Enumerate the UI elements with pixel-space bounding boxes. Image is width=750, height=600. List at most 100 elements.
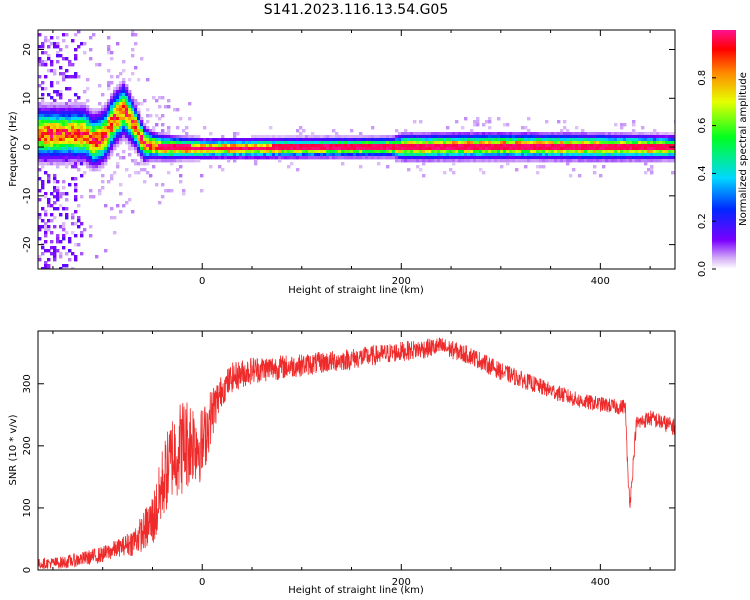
heatmap-cell <box>68 123 72 127</box>
heatmap-cell <box>53 123 57 127</box>
heatmap-cell <box>146 78 150 82</box>
heatmap-cell <box>560 159 564 163</box>
heatmap-cell <box>515 159 519 163</box>
heatmap-cell <box>452 147 456 151</box>
heatmap-cell <box>77 150 81 154</box>
heatmap-cell <box>308 141 312 145</box>
heatmap-cell <box>266 153 270 157</box>
heatmap-cell <box>398 132 402 136</box>
heatmap-cell <box>98 129 102 133</box>
heatmap-cell <box>164 141 168 145</box>
heatmap-cell <box>668 147 672 151</box>
heatmap-cell <box>104 144 108 148</box>
heatmap-cell <box>560 147 564 151</box>
heatmap-cell <box>626 159 630 163</box>
heatmap-cell <box>263 144 267 148</box>
heatmap-cell <box>386 141 390 145</box>
heatmap-cell <box>41 156 45 160</box>
heatmap-cell <box>41 117 45 121</box>
heatmap-cell <box>650 165 654 169</box>
heatmap-cell <box>47 204 51 208</box>
heatmap-cell <box>44 267 48 269</box>
heatmap-cell <box>332 156 336 160</box>
heatmap-cell <box>56 54 60 58</box>
heatmap-cell <box>359 156 363 160</box>
heatmap-cell <box>38 150 42 154</box>
heatmap-cell <box>398 156 402 160</box>
snr-y-axis-label: SNR (10 * v/v) <box>8 414 19 485</box>
heatmap-cell <box>410 141 414 145</box>
heatmap-cell <box>461 138 465 142</box>
heatmap-cell <box>122 111 126 115</box>
heatmap-cell <box>218 150 222 154</box>
heatmap-cell <box>110 135 114 139</box>
heatmap-cell <box>206 147 210 151</box>
heatmap-cell <box>41 123 45 127</box>
heatmap-cell <box>527 153 531 157</box>
heatmap-cell <box>671 171 675 175</box>
heatmap-cell <box>314 153 318 157</box>
heatmap-cell <box>422 159 426 163</box>
heatmap-cell <box>41 267 45 269</box>
heatmap-cell <box>641 159 645 163</box>
heatmap-cell <box>404 135 408 139</box>
heatmap-cell <box>587 141 591 145</box>
heatmap-cell <box>143 156 147 160</box>
heatmap-cell <box>599 132 603 136</box>
heatmap-cell <box>122 114 126 118</box>
heatmap-cell <box>416 165 420 169</box>
heatmap-cell <box>554 156 558 160</box>
heatmap-cell <box>404 138 408 142</box>
heatmap-cell <box>365 135 369 139</box>
heatmap-cell <box>341 135 345 139</box>
heatmap-cell <box>98 189 102 193</box>
heatmap-cell <box>176 156 180 160</box>
heatmap-cell <box>659 141 663 145</box>
heatmap-cell <box>128 102 132 106</box>
heatmap-cell <box>161 144 165 148</box>
heatmap-cell <box>311 141 315 145</box>
heatmap-cell <box>122 123 126 127</box>
heatmap-cell <box>182 189 186 193</box>
heatmap-cell <box>53 189 57 193</box>
heatmap-cell <box>386 150 390 154</box>
heatmap-cell <box>41 159 45 163</box>
heatmap-cell <box>608 132 612 136</box>
heatmap-cell <box>137 141 141 145</box>
heatmap-cell <box>578 144 582 148</box>
heatmap-cell <box>56 153 60 157</box>
heatmap-cell <box>650 171 654 175</box>
heatmap-cell <box>53 69 57 73</box>
heatmap-cell <box>56 90 60 94</box>
heatmap-cell <box>524 141 528 145</box>
heatmap-cell <box>71 114 75 118</box>
heatmap-cell <box>542 132 546 136</box>
heatmap-cell <box>86 144 90 148</box>
heatmap-cell <box>269 147 273 151</box>
heatmap-cell <box>668 141 672 145</box>
heatmap-cell <box>473 141 477 145</box>
heatmap-cell <box>98 141 102 145</box>
heatmap-cell <box>74 138 78 142</box>
heatmap-cell <box>590 141 594 145</box>
heatmap-cell <box>80 162 84 166</box>
heatmap-cell <box>233 153 237 157</box>
heatmap-cell <box>161 150 165 154</box>
heatmap-cell <box>536 132 540 136</box>
spectrogram-y-tick-label: 20 <box>22 43 33 56</box>
heatmap-cell <box>617 153 621 157</box>
heatmap-cell <box>434 135 438 139</box>
heatmap-cell <box>185 159 189 163</box>
heatmap-cell <box>182 153 186 157</box>
heatmap-cell <box>83 108 87 112</box>
heatmap-cell <box>230 144 234 148</box>
heatmap-cell <box>104 123 108 127</box>
heatmap-cell <box>161 147 165 151</box>
heatmap-cell <box>332 150 336 154</box>
heatmap-cell <box>95 126 99 130</box>
heatmap-cell <box>122 78 126 82</box>
heatmap-cell <box>524 138 528 142</box>
heatmap-cell <box>131 72 135 76</box>
heatmap-cell <box>533 132 537 136</box>
heatmap-cell <box>650 138 654 142</box>
